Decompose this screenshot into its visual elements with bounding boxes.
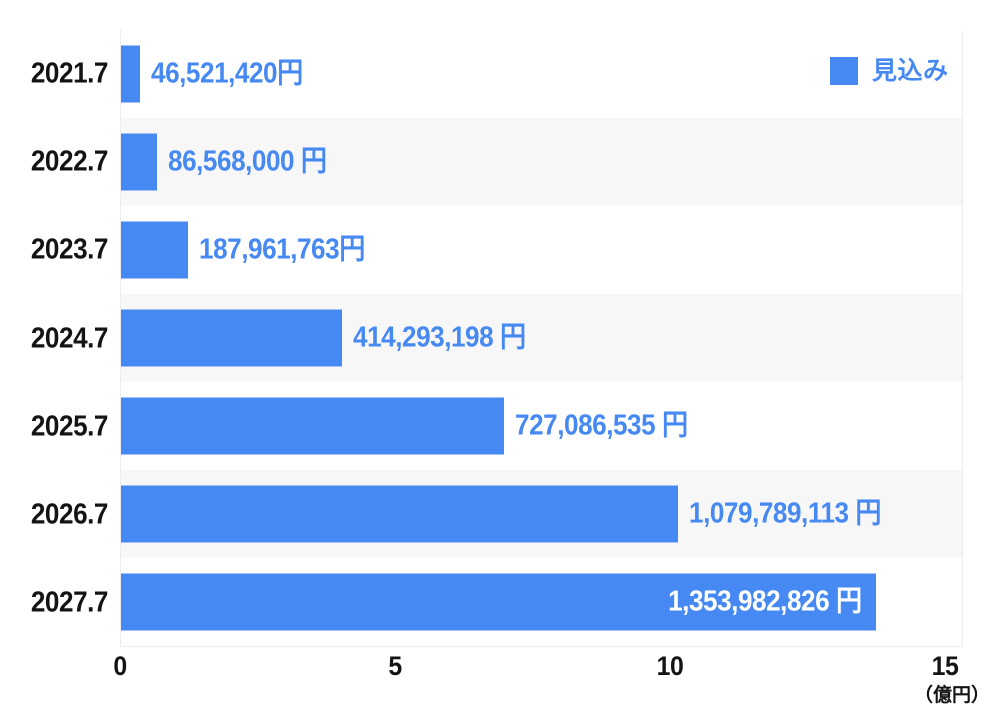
category-label: 2027.7	[30, 586, 109, 619]
row-band: 727,086,535 円	[121, 382, 962, 470]
value-label: 414,293,198 円	[353, 321, 526, 354]
value-label: 1,079,789,113 円	[689, 497, 882, 530]
row-band: 86,568,000 円	[121, 118, 962, 206]
x-tick-label: 0	[113, 651, 127, 681]
bar	[121, 309, 342, 367]
row-band: 1,079,789,113 円	[121, 470, 962, 558]
row-band: 187,961,763円	[121, 206, 962, 294]
legend-label: 見込み	[872, 56, 949, 85]
x-tick-label: 15	[931, 651, 959, 681]
row-band: 1,353,982,826 円	[121, 558, 962, 646]
legend: 見込み	[830, 57, 949, 85]
category-label: 2021.7	[30, 57, 109, 90]
x-tick-label: 10	[656, 651, 684, 681]
value-label: 187,961,763円	[199, 233, 365, 266]
bar	[121, 573, 876, 631]
category-label: 2024.7	[30, 322, 109, 354]
bar	[121, 485, 678, 543]
bar	[121, 221, 188, 279]
row-band: 414,293,198 円	[121, 294, 962, 382]
category-label: 2023.7	[30, 233, 109, 266]
bar	[121, 45, 140, 103]
bar	[121, 397, 504, 455]
plot-area: 46,521,420円 86,568,000 円 187,961,763円 414,2…	[120, 30, 963, 647]
value-label: 1,353,982,826 円	[668, 585, 862, 618]
bar	[121, 133, 157, 191]
row-band: 46,521,420円	[121, 30, 962, 118]
legend-swatch	[830, 57, 858, 85]
value-label: 46,521,420円	[151, 57, 303, 90]
value-label: 727,086,535 円	[515, 409, 688, 442]
x-axis-unit-label: （億円）	[913, 685, 990, 706]
category-label: 2022.7	[30, 145, 109, 178]
category-label: 2025.7	[30, 410, 109, 443]
x-tick-label: 5	[388, 651, 402, 681]
value-label: 86,568,000 円	[168, 145, 327, 178]
category-label: 2026.7	[30, 498, 109, 531]
